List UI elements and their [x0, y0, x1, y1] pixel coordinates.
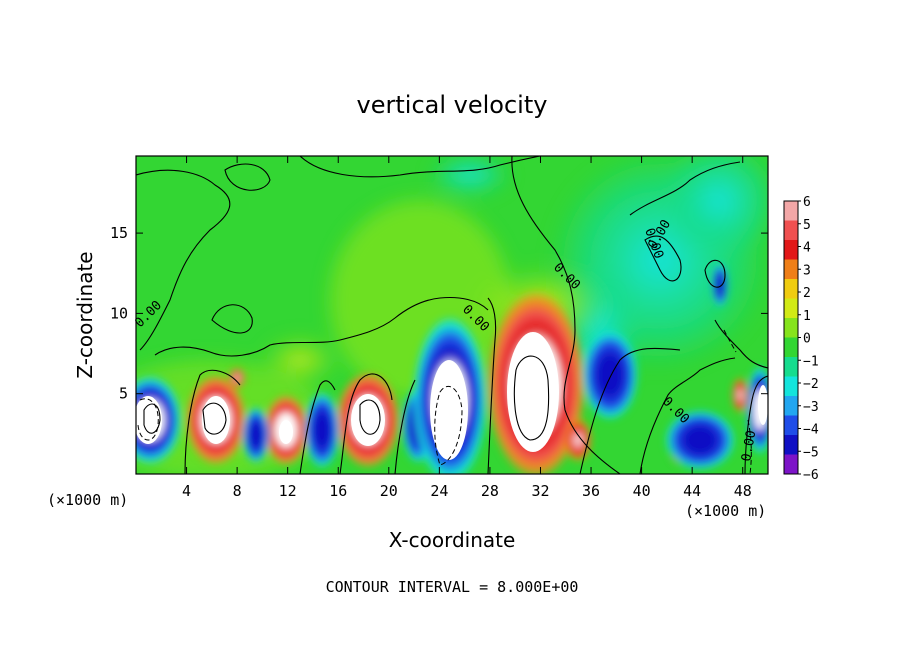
colorbar-label: 6 [803, 195, 811, 210]
colorbar-swatch [784, 337, 798, 358]
colorbar-label: 1 [803, 309, 811, 324]
colorbar-swatch [784, 357, 798, 377]
x-axis-label: X-coordinate [389, 528, 516, 552]
colorbar-label: 4 [803, 241, 811, 256]
x-tick-label: 48 [734, 482, 752, 500]
x-tick-label: 28 [481, 482, 499, 500]
negative-contours [137, 329, 752, 474]
heatmap-field [136, 156, 768, 474]
colorbar-swatch [784, 454, 798, 475]
colorbar-label: 3 [803, 263, 811, 278]
x-tick-label: 24 [430, 482, 448, 500]
x-tick-label: 44 [683, 482, 701, 500]
colorbar-label: −5 [803, 445, 819, 460]
x-tick-label: 12 [279, 482, 297, 500]
x-unit-left: (×1000 m) [47, 491, 128, 509]
contour-label: 0.00 [739, 429, 759, 462]
colorbar-label: −2 [803, 377, 819, 392]
x-tick-label: 8 [233, 482, 242, 500]
x-unit-right: (×1000 m) [685, 502, 766, 520]
colorbar-swatch [784, 435, 798, 455]
colorbar-swatch [784, 201, 798, 221]
x-tick-label: 16 [329, 482, 347, 500]
x-tick-label: 4 [182, 482, 191, 500]
x-tick-label: 32 [531, 482, 549, 500]
colorbar-label: 2 [803, 286, 811, 301]
colorbar-swatch [784, 298, 798, 319]
y-axis-label: Z-coordinate [73, 251, 97, 378]
x-tick-label: 36 [582, 482, 600, 500]
colorbar-label: −4 [803, 423, 819, 438]
colorbar-swatch [784, 259, 798, 280]
y-tick-label: 15 [110, 224, 128, 242]
y-tick-label: 5 [119, 385, 128, 403]
y-axis: 5 10 15 [110, 224, 768, 403]
colorbar-swatch [784, 240, 798, 260]
x-tick-label: 20 [380, 482, 398, 500]
colorbar-label: 0 [803, 332, 811, 347]
colorbar: 6 5 4 3 2 1 0 −1 −2 −3 −4 −5 −6 [783, 195, 819, 483]
colorbar-swatch [784, 279, 798, 299]
x-axis: 4 8 12 16 20 24 28 32 36 40 44 48 [182, 156, 752, 500]
colorbar-label: −6 [803, 468, 819, 483]
colorbar-swatch [784, 220, 798, 241]
y-tick-label: 10 [110, 304, 128, 322]
colorbar-swatch [784, 318, 798, 338]
x-tick-label: 40 [633, 482, 651, 500]
contour-interval-note: CONTOUR INTERVAL = 8.000E+00 [326, 578, 579, 596]
colorbar-label: 5 [803, 218, 811, 233]
colorbar-label: −1 [803, 354, 819, 369]
colorbar-label: −3 [803, 400, 819, 415]
contour-lines [136, 156, 768, 474]
colorbar-swatch [784, 415, 798, 436]
colorbar-swatch [784, 376, 798, 397]
chart-title: vertical velocity [357, 91, 548, 119]
plot-frame [135, 155, 769, 475]
colorbar-swatch [784, 396, 798, 416]
